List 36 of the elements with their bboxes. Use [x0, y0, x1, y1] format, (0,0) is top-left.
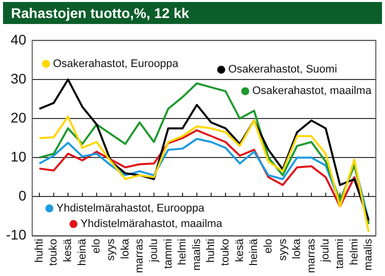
legend-label: Yhdistelmärahastot, maailma: [80, 218, 224, 230]
x-tick-label: heinä: [76, 238, 88, 266]
y-tick-label: 30: [10, 70, 26, 86]
x-tick-label: huhti: [205, 238, 218, 263]
x-tick-label: loka: [291, 238, 304, 259]
x-tick-label: tammi: [162, 238, 174, 269]
x-tick-label: maalis: [362, 238, 375, 271]
x-tick-label: touko: [48, 238, 60, 266]
x-tick-label: helmi: [176, 238, 189, 266]
legend-label: Yhdistelmärahastot, Eurooppa: [56, 202, 206, 214]
x-tick-label: tammi: [334, 238, 346, 269]
x-tick-label: huhti: [33, 238, 46, 263]
chart-title: Rahastojen tuotto,%, 12 kk: [3, 2, 382, 24]
y-tick-label: 40: [10, 31, 26, 48]
y-tick-label: 20: [10, 109, 26, 126]
x-tick-label: joulu: [320, 238, 332, 264]
x-tick-label: elo: [262, 238, 274, 254]
y-tick-label: 0: [18, 188, 26, 204]
x-tick-label: heinä: [248, 238, 260, 266]
x-tick-label: joulu: [148, 238, 160, 264]
x-tick-label: loka: [119, 238, 132, 259]
x-tick-label: kesä: [234, 238, 246, 262]
x-tick-label: helmi: [348, 238, 360, 266]
x-tick-label: syys: [276, 238, 289, 261]
x-tick-label: maalis: [190, 238, 203, 271]
x-tick-label: kesä: [62, 238, 74, 262]
x-tick-label: marras: [305, 238, 318, 274]
legend-label: Osakerahastot, Eurooppa: [52, 58, 180, 70]
legend-label: Osakerahastot, Suomi: [228, 64, 338, 76]
x-tick-label: syys: [104, 238, 117, 261]
legend-label: Osakerahastot, maailma: [252, 85, 372, 98]
y-tick-label: 10: [10, 148, 26, 164]
x-tick-label: touko: [220, 238, 232, 266]
x-tick-label: marras: [134, 238, 146, 274]
x-tick-label: elo: [90, 238, 103, 254]
y-tick-label: -10: [6, 226, 26, 243]
